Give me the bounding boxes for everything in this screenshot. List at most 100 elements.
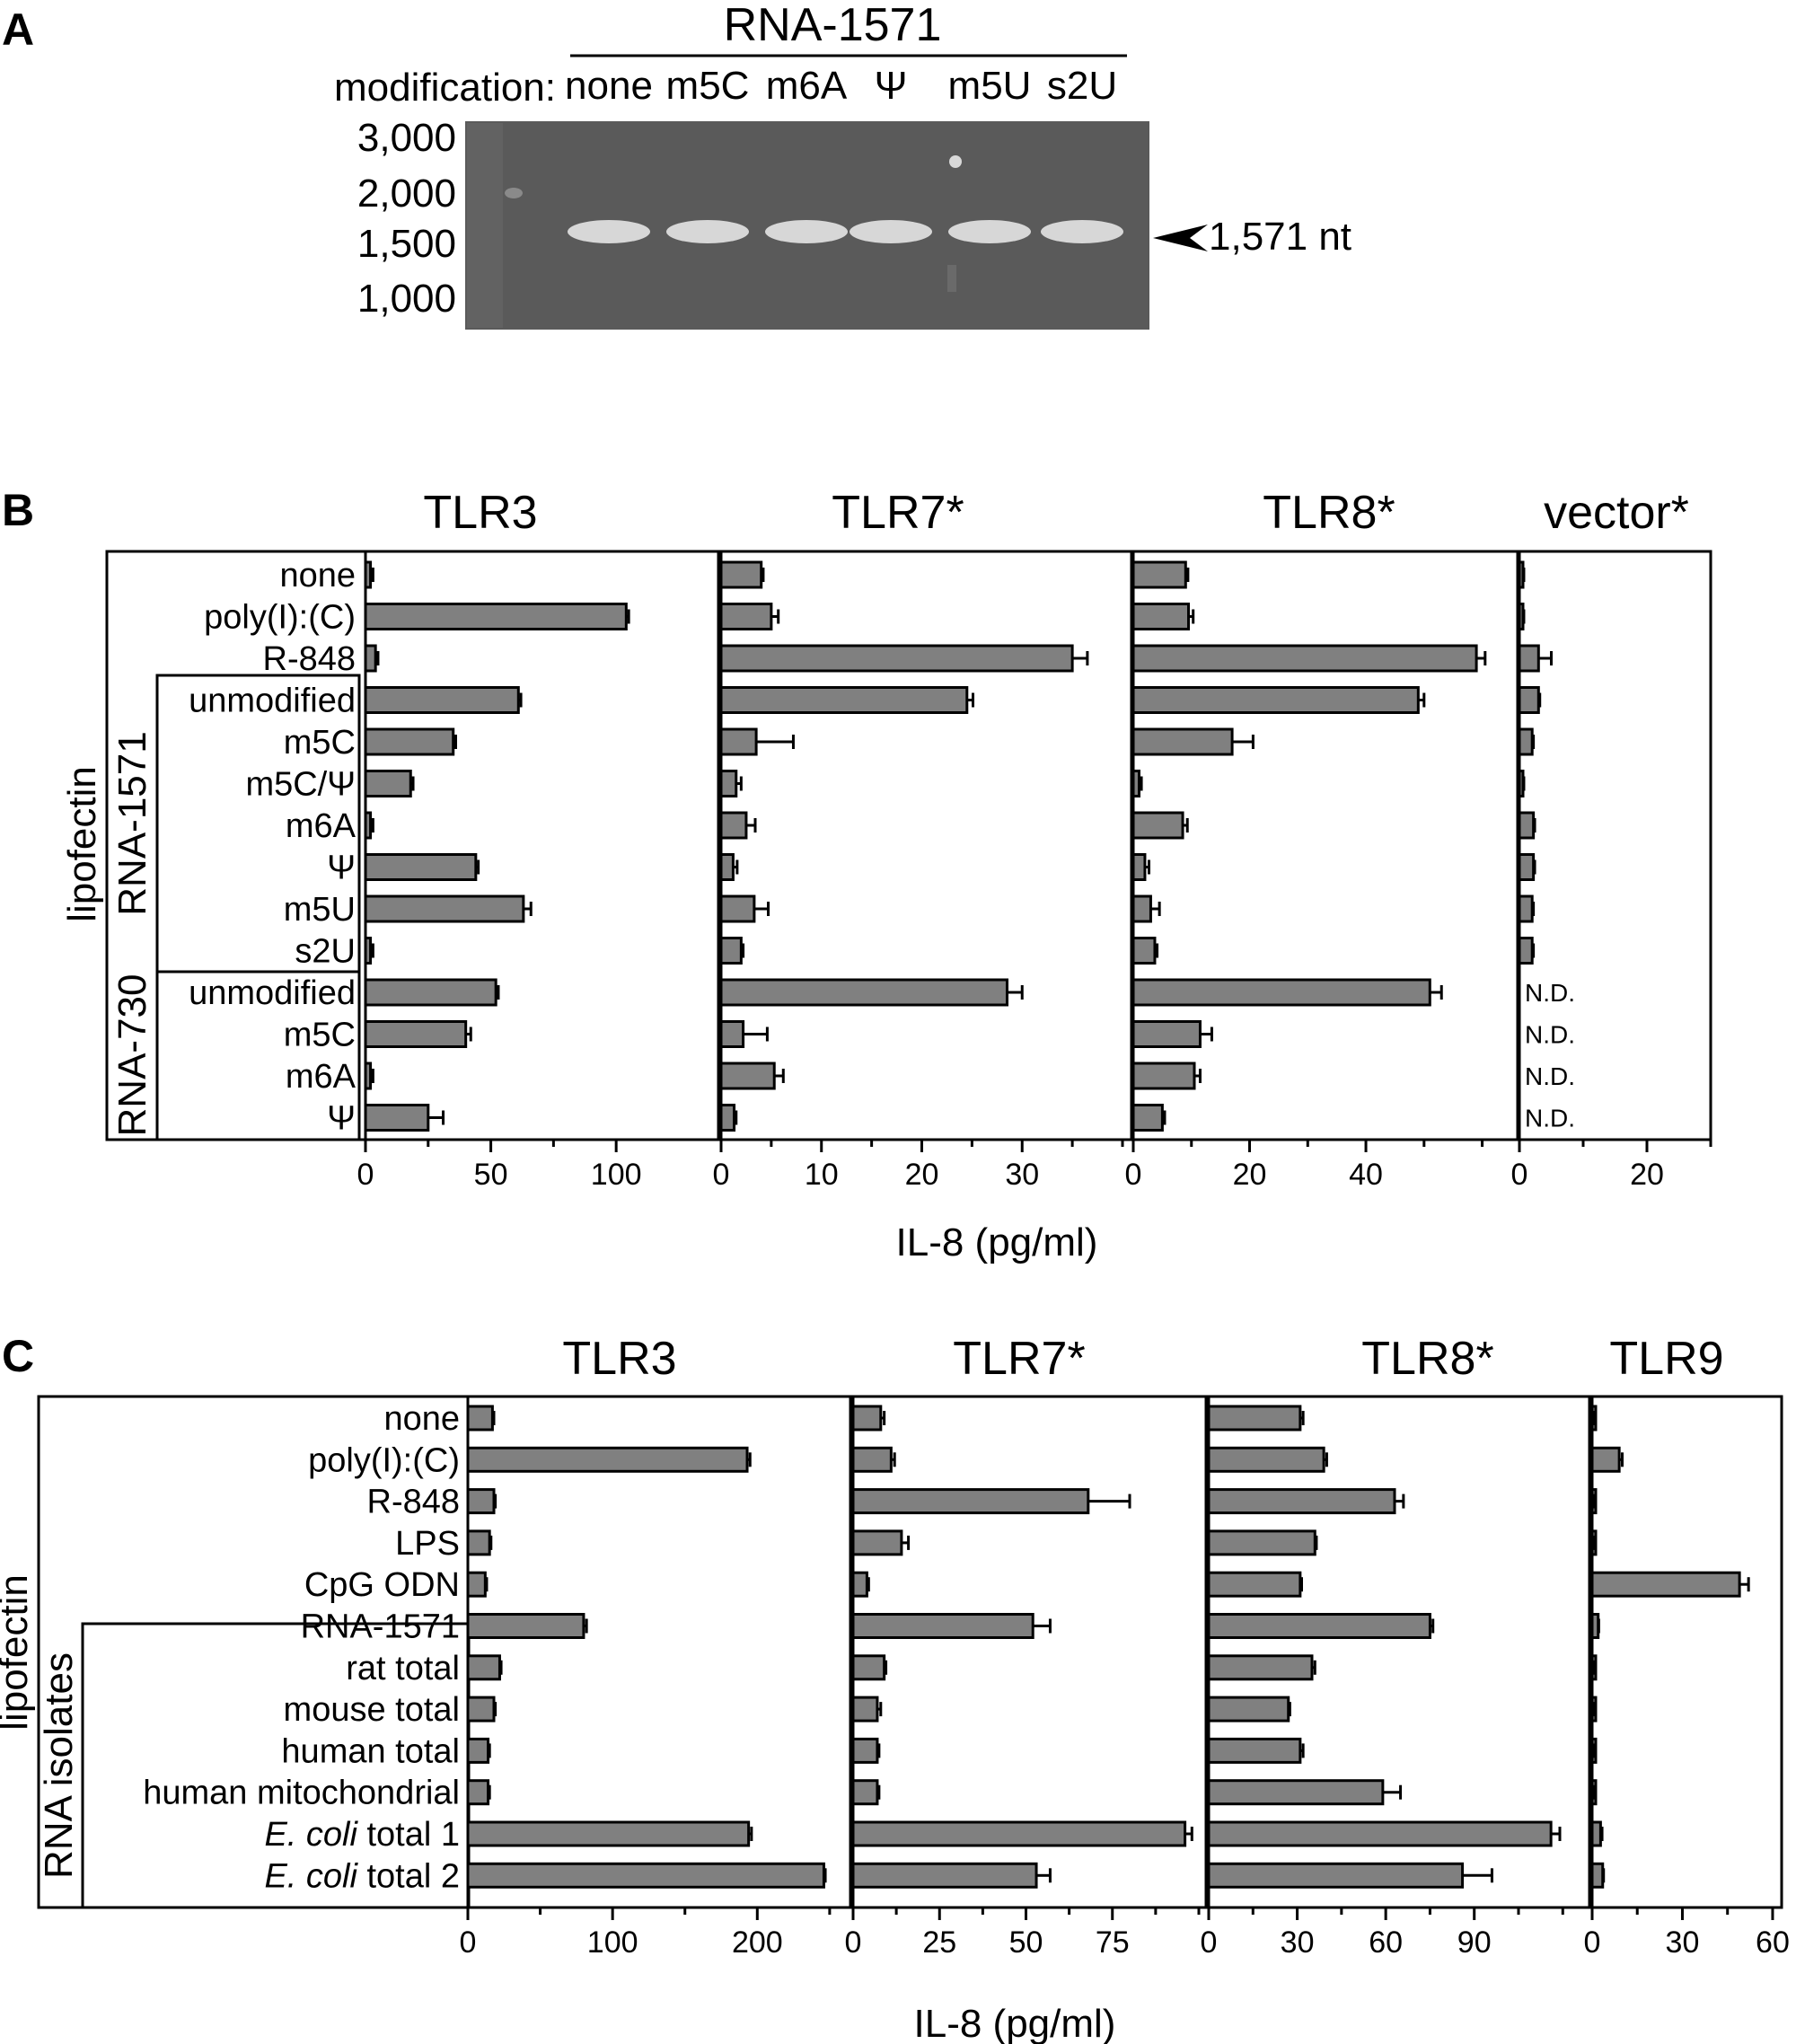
panel-b-x-axis-label: IL-8 (pg/ml) [896,1220,1098,1264]
chart-tlr8: TLR8* 0 20 40 [1125,487,1487,1192]
bar-unmodified [1518,686,1540,714]
bar-s2u [1131,937,1157,965]
bar- [1131,853,1147,881]
bar-none [1131,560,1187,589]
bar-e-coli-total-1 [466,1820,751,1847]
bar-m5u [719,894,756,923]
row-label-e-coli-total-1: E. coli total 1 [264,1816,460,1854]
gel-band [850,220,932,243]
bar-m5c [719,727,758,756]
bar-lps [1207,1529,1316,1556]
x-tick-label: 0 [845,1925,862,1960]
panel-c-x-axis-label: IL-8 (pg/ml) [914,2002,1116,2044]
panel-b-row-labels: nonepoly(I):(C)R-848unmodifiedm5Cm5C/Ψm6… [189,557,357,1138]
x-tick-label: 50 [1009,1925,1043,1960]
chart-title: TLR8* [1263,487,1395,539]
row-label-none: none [279,557,356,595]
gel-bands [568,220,1123,243]
x-tick-label: 0 [1201,1925,1218,1960]
gel-lane-label: m5U [948,64,1032,108]
bar-cpg-odn [1207,1571,1302,1598]
bar-m5c [1131,1020,1202,1048]
row-label-e-coli-total-2: E. coli total 2 [264,1857,460,1895]
x-tick-label: 30 [1005,1158,1039,1192]
row-label-m5u: m5U [284,891,356,929]
bar-none [851,1405,883,1432]
x-tick-label: 0 [1125,1158,1142,1192]
bar-m6a [1518,811,1536,840]
bar-s2u [364,937,373,965]
bar-poly-i-c [364,603,628,630]
chart-title: vector* [1544,487,1689,539]
row-label-m5c: m5C/Ψ [245,766,356,804]
bar-m5c [364,1020,468,1048]
bar-m6a [364,811,373,840]
bar-r-848 [1131,644,1478,673]
x-tick-label: 30 [1281,1925,1315,1960]
x-tick-label: 200 [732,1925,783,1960]
x-tick-label: 0 [1584,1925,1601,1960]
panel-b-frame [105,550,1712,1141]
not-determined-label: N.D. [1525,1105,1575,1132]
bar-m6a [719,1062,776,1090]
band-arrow-icon [1153,225,1208,251]
panel-a-letter: A [2,4,34,55]
bar-m5c [719,1020,745,1048]
gel-band [948,220,1031,243]
bar-human-mitochondrial [851,1779,879,1806]
bar-unmodified [719,978,1008,1007]
row-label-human-mitochondrial: human mitochondrial [143,1775,460,1812]
chart-title: TLR3 [423,487,537,539]
chart-title: TLR3 [562,1333,676,1385]
row-label-m6a: m6A [286,1058,357,1096]
x-tick-label: 90 [1457,1925,1492,1960]
x-tick-label: 10 [805,1158,839,1192]
row-label-mouse-total: mouse total [284,1691,460,1729]
chart-title: TLR9 [1609,1333,1723,1385]
bar-rna-1571 [1590,1613,1600,1639]
bar-r-848 [719,644,1074,673]
x-tick-label: 0 [460,1925,477,1960]
x-tick-label: 50 [474,1158,508,1192]
row-label-poly-i-c: poly(I):(C) [204,599,356,637]
x-tick-label: 100 [591,1158,642,1192]
bar-rna-1571 [1207,1613,1431,1639]
row-label-unmodified: unmodified [189,683,356,720]
bar-m5c [1131,770,1140,797]
bar-unmodified [364,686,520,714]
bar-unmodified [719,686,969,714]
row-label-: Ψ [327,850,356,887]
bar-rat-total [851,1654,886,1681]
row-label-: Ψ [327,1100,356,1138]
bar-rat-total [1207,1654,1314,1681]
gel-ladder-label: 3,000 [357,116,456,160]
not-determined-label: N.D. [1525,1062,1575,1090]
x-tick-label: 60 [1756,1925,1790,1960]
row-label-none: none [383,1400,460,1438]
panel-b-side-label: lipofectin [60,766,104,922]
bar-e-coli-total-2 [1590,1862,1605,1889]
bar- [1131,1104,1164,1132]
x-tick-label: 60 [1369,1925,1403,1960]
bar-rna-1571 [851,1613,1034,1639]
row-label-rat-total: rat total [346,1650,460,1687]
chart-tlr9: TLR9 0 30 60 [1584,1333,1790,1960]
bar-m6a [1131,811,1184,840]
row-label-r-848: R-848 [263,640,357,678]
bar- [1518,853,1536,881]
x-tick-label: 0 [357,1158,374,1192]
bar- [719,853,735,881]
gel-band [1041,220,1123,243]
bar-e-coli-total-2 [466,1862,825,1889]
row-label-lps: LPS [395,1525,460,1563]
chart-title: TLR7* [953,1333,1085,1385]
panel-c-charts: TLR3 0 100 200 TLR7* 0 25 50 75 TLR8* 0 30 60 90 TLR9 0… [460,1333,1790,1960]
bar- [719,1104,736,1132]
gel-ladder-label: 1,000 [357,277,456,321]
bar-lps [851,1529,903,1556]
bar-unmodified [1131,978,1431,1007]
x-tick-label: 25 [922,1925,956,1960]
